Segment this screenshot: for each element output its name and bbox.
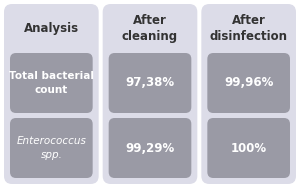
FancyBboxPatch shape [109, 53, 191, 113]
FancyBboxPatch shape [10, 53, 93, 113]
FancyBboxPatch shape [207, 118, 290, 178]
Text: Analysis: Analysis [24, 22, 79, 35]
Text: 97,38%: 97,38% [125, 77, 175, 89]
Text: 99,96%: 99,96% [224, 77, 273, 89]
FancyBboxPatch shape [207, 53, 290, 113]
Text: Total bacterial
count: Total bacterial count [9, 71, 94, 95]
Text: 99,29%: 99,29% [125, 142, 175, 155]
Text: After
cleaning: After cleaning [122, 14, 178, 43]
FancyBboxPatch shape [103, 4, 197, 184]
Text: After
disinfection: After disinfection [210, 14, 288, 43]
Text: 100%: 100% [231, 142, 267, 155]
FancyBboxPatch shape [4, 4, 99, 184]
FancyBboxPatch shape [10, 118, 93, 178]
Text: Enterococcus
spp.: Enterococcus spp. [16, 136, 86, 160]
FancyBboxPatch shape [201, 4, 296, 184]
FancyBboxPatch shape [109, 118, 191, 178]
